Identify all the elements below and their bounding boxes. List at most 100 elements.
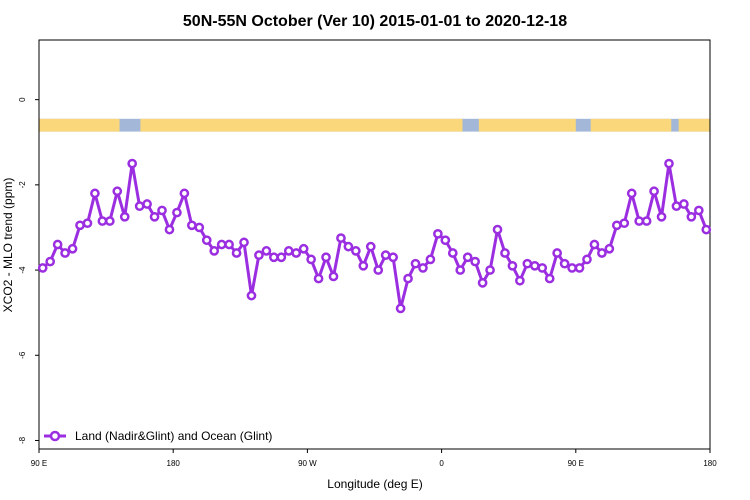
y-tick-label: -4 [18, 266, 27, 274]
data-point [209, 246, 220, 256]
data-point [433, 228, 443, 239]
data-point [37, 263, 48, 273]
data-point [157, 205, 167, 216]
data-point [477, 277, 488, 288]
data-point [380, 250, 391, 261]
data-point [701, 224, 712, 235]
land-ocean-strip [39, 118, 710, 132]
data-point [269, 252, 279, 263]
data-point [425, 254, 436, 265]
data-point [97, 216, 108, 226]
x-tick-label: 90 W [298, 459, 317, 468]
data-point [582, 254, 592, 265]
data-point [410, 258, 421, 269]
data-point [604, 243, 615, 254]
land-segment [478, 118, 576, 132]
data-point [462, 252, 473, 263]
data-point [328, 271, 339, 282]
data-point [470, 256, 480, 267]
y-axis-label: XCO2 - MLO trend (ppm) [1, 178, 15, 313]
legend: Land (Nadir&Glint) and Ocean (Glint) [44, 429, 272, 443]
data-point [515, 275, 525, 286]
data-point [291, 248, 302, 258]
series-layer [37, 158, 712, 314]
data-point [306, 254, 316, 265]
data-point [172, 207, 182, 218]
data-point [447, 248, 458, 258]
data-point [597, 248, 607, 258]
data-point [485, 265, 495, 275]
data-point [313, 273, 324, 284]
data-point [164, 224, 175, 235]
land-segment [590, 118, 672, 132]
data-point [142, 199, 152, 209]
data-point [336, 233, 346, 243]
data-point [45, 256, 56, 267]
data-point [261, 246, 272, 256]
x-tick-label: 90 E [568, 459, 584, 468]
data-point [351, 246, 361, 256]
chart-title: 50N-55N October (Ver 10) 2015-01-01 to 2… [183, 13, 567, 30]
data-point [418, 263, 428, 273]
data-point [522, 258, 533, 269]
data-point [75, 220, 85, 231]
data-point [544, 273, 555, 284]
data-point [403, 273, 413, 284]
land-segment [39, 118, 120, 132]
data-point [254, 250, 264, 261]
data-point [224, 239, 234, 250]
plot-area [38, 39, 711, 450]
data-point [246, 290, 257, 301]
data-point [365, 241, 376, 252]
data-point [634, 216, 645, 226]
data-point [671, 201, 682, 212]
land-segment [140, 118, 463, 132]
data-point [529, 260, 540, 271]
data-point [179, 188, 190, 199]
data-point [52, 239, 63, 250]
data-point [373, 265, 384, 275]
legend-marker [49, 430, 61, 442]
data-point [574, 263, 585, 273]
data-point [298, 243, 309, 254]
data-point [500, 248, 510, 258]
data-point [82, 218, 93, 229]
data-point [552, 248, 563, 258]
data-point [611, 220, 622, 231]
data-point [358, 260, 369, 271]
y-tick-label: -6 [18, 351, 27, 359]
x-tick-label: 90 E [31, 459, 47, 468]
data-point [321, 252, 331, 263]
data-point [693, 205, 704, 216]
data-point [186, 220, 197, 231]
data-point [537, 263, 548, 273]
data-point [492, 224, 503, 235]
data-point [112, 186, 123, 197]
data-point [149, 211, 160, 222]
x-tick-label: 0 [439, 459, 444, 468]
data-point [440, 235, 451, 246]
data-point [216, 239, 227, 250]
data-point [276, 252, 287, 263]
data-point [686, 211, 697, 222]
data-point [559, 258, 570, 269]
data-point [239, 237, 249, 248]
series-line [41, 162, 708, 310]
legend-entry-label: Land (Nadir&Glint) and Ocean (Glint) [75, 429, 272, 443]
data-point [201, 235, 212, 246]
data-point [664, 158, 674, 169]
data-point [104, 216, 115, 226]
data-point [127, 158, 138, 169]
data-point [589, 239, 600, 250]
data-point [283, 246, 294, 256]
data-point [67, 243, 78, 254]
data-point [134, 201, 145, 212]
data-point [679, 199, 689, 209]
data-point [388, 252, 398, 263]
data-point [395, 303, 406, 314]
land-segment [678, 118, 710, 132]
data-point [343, 241, 354, 252]
data-point [567, 263, 577, 273]
data-point [455, 265, 466, 275]
